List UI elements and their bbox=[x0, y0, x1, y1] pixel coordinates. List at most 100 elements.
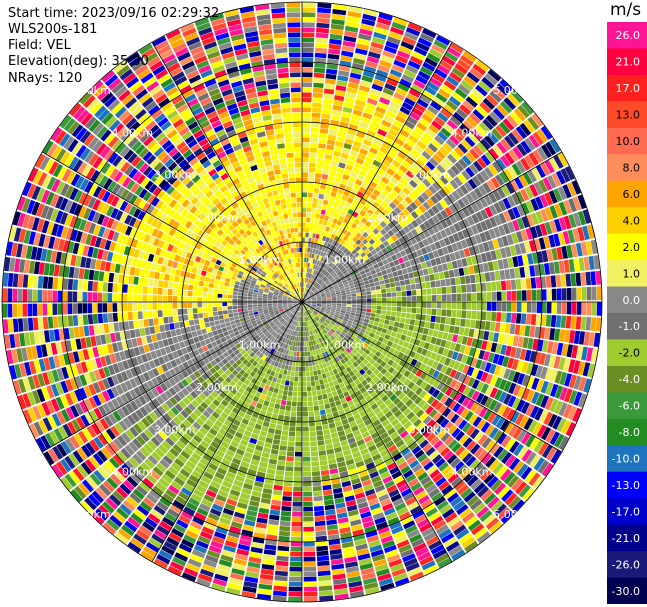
ppi-gate bbox=[298, 316, 300, 322]
ppi-gate bbox=[304, 242, 308, 248]
ppi-gate bbox=[62, 423, 73, 437]
ppi-gate bbox=[377, 573, 392, 582]
ppi-gate bbox=[152, 485, 164, 496]
ppi-gate bbox=[548, 234, 556, 248]
ppi-gate bbox=[381, 269, 387, 276]
ppi-gate bbox=[496, 312, 502, 322]
ppi-gate bbox=[296, 311, 299, 316]
ppi-gate bbox=[475, 392, 485, 404]
ppi-gate bbox=[121, 524, 135, 537]
ppi-gate bbox=[367, 168, 376, 176]
ppi-gate bbox=[415, 158, 425, 168]
ppi-gate bbox=[275, 328, 280, 333]
ppi-gate bbox=[317, 279, 322, 284]
ppi-gate bbox=[317, 239, 322, 245]
ppi-gate bbox=[521, 302, 527, 313]
ppi-gate bbox=[343, 101, 354, 109]
ppi-gate bbox=[205, 489, 217, 498]
ppi-gate bbox=[326, 338, 332, 344]
ppi-gate bbox=[371, 383, 379, 391]
ppi-gate bbox=[177, 454, 188, 464]
ppi-gate bbox=[42, 417, 53, 432]
ppi-gate bbox=[507, 208, 516, 221]
ppi-gate bbox=[349, 285, 355, 289]
ppi-gate bbox=[297, 321, 299, 327]
ppi-gate bbox=[381, 419, 390, 427]
ppi-gate bbox=[310, 313, 315, 318]
ppi-gate bbox=[393, 259, 400, 266]
ppi-gate bbox=[376, 372, 384, 379]
ppi-gate bbox=[252, 360, 258, 367]
ppi-gate bbox=[571, 302, 577, 315]
ppi-gate bbox=[323, 159, 332, 165]
ppi-gate bbox=[317, 148, 326, 154]
ppi-gate bbox=[312, 92, 323, 98]
ppi-gate bbox=[281, 326, 286, 331]
ppi-gate bbox=[303, 272, 305, 278]
ppi-gate bbox=[303, 566, 317, 572]
ppi-gate bbox=[590, 317, 597, 331]
ppi-gate bbox=[329, 468, 339, 475]
ppi-gate bbox=[447, 333, 454, 342]
ppi-gate bbox=[40, 435, 51, 450]
ppi-gate bbox=[407, 60, 421, 70]
ppi-gate bbox=[391, 306, 397, 312]
ppi-gate bbox=[314, 238, 319, 244]
ppi-gate bbox=[302, 232, 306, 238]
ppi-gate bbox=[309, 292, 314, 297]
ppi-gate bbox=[526, 290, 532, 301]
ppi-gate bbox=[379, 124, 390, 133]
ppi-gate bbox=[344, 313, 350, 317]
ppi-gate bbox=[321, 268, 326, 274]
ppi-gate bbox=[277, 540, 290, 547]
ppi-gate bbox=[424, 85, 437, 96]
ppi-gate bbox=[349, 351, 355, 358]
ppi-gate bbox=[576, 287, 582, 301]
ppi-gate bbox=[332, 229, 338, 235]
ppi-gate bbox=[252, 332, 258, 337]
ppi-gate bbox=[252, 454, 261, 461]
ppi-gate bbox=[395, 223, 403, 231]
ppi-gate bbox=[314, 265, 318, 270]
ppi-gate bbox=[354, 378, 361, 386]
ppi-gate bbox=[248, 404, 256, 412]
ppi-gate bbox=[413, 79, 426, 90]
ppi-gate bbox=[349, 442, 358, 449]
ppi-gate bbox=[335, 311, 341, 314]
ppi-gate bbox=[344, 556, 357, 564]
ppi-gate bbox=[303, 306, 305, 312]
ppi-gate bbox=[558, 260, 565, 274]
ppi-gate bbox=[121, 432, 131, 444]
ppi-gate bbox=[307, 386, 312, 392]
ppi-gate bbox=[306, 297, 311, 300]
ppi-gate bbox=[290, 411, 297, 417]
ppi-gate bbox=[411, 265, 418, 272]
ppi-gate bbox=[553, 233, 561, 247]
ppi-gate bbox=[143, 443, 154, 454]
ppi-gate bbox=[531, 113, 544, 128]
ppi-gate bbox=[478, 407, 488, 418]
ppi-gate bbox=[280, 325, 285, 330]
ppi-gate bbox=[417, 98, 429, 109]
ppi-gate bbox=[299, 356, 302, 362]
ppi-gate bbox=[585, 240, 593, 255]
ppi-gate bbox=[283, 306, 288, 309]
ppi-gate bbox=[291, 319, 294, 325]
ppi-gate bbox=[316, 354, 321, 360]
ppi-gate bbox=[456, 302, 462, 310]
ppi-gate bbox=[366, 362, 373, 369]
ppi-gate bbox=[340, 267, 346, 273]
ppi-gate bbox=[369, 502, 381, 511]
ppi-gate bbox=[295, 310, 298, 316]
ppi-gate bbox=[332, 9, 347, 16]
ppi-gate bbox=[325, 291, 331, 295]
ppi-gate bbox=[134, 398, 143, 408]
ppi-gate bbox=[385, 245, 393, 252]
ppi-gate bbox=[69, 435, 80, 449]
ppi-gate bbox=[174, 357, 182, 366]
ppi-gate bbox=[330, 278, 336, 283]
ppi-gate bbox=[351, 477, 361, 485]
ppi-gate bbox=[224, 335, 231, 341]
ppi-gate bbox=[115, 384, 124, 395]
ppi-gate bbox=[174, 552, 189, 562]
